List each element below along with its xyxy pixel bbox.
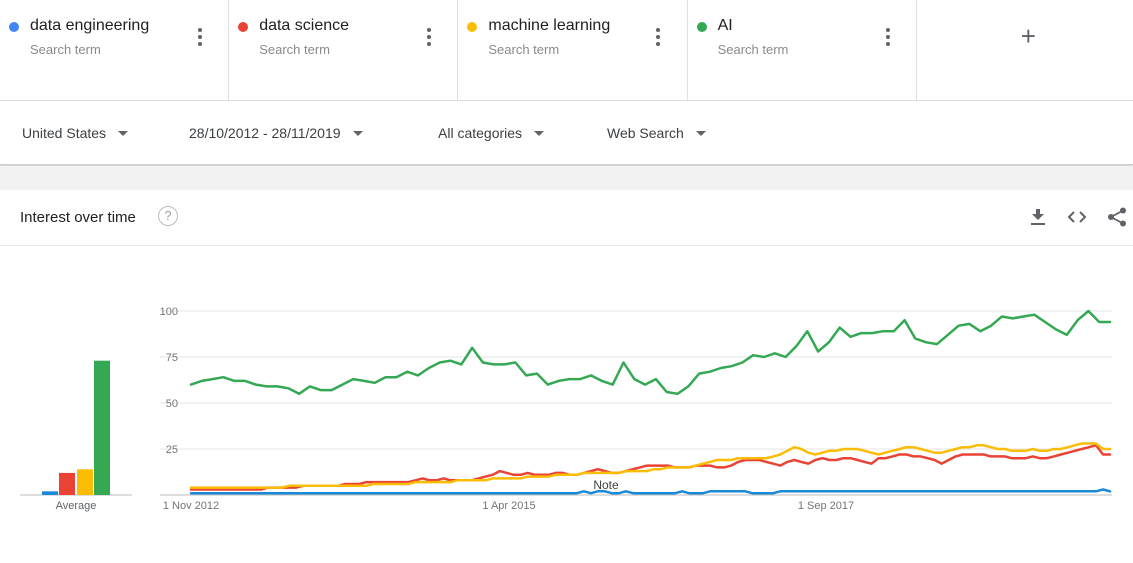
add-comparison: + — [917, 0, 1133, 100]
average-bar — [94, 360, 110, 495]
average-bars — [20, 360, 132, 496]
search-term-name: machine learning — [488, 17, 611, 34]
series-line — [189, 444, 1112, 491]
average-bar — [42, 491, 58, 495]
note-label[interactable]: Note — [593, 478, 619, 492]
more-vert-icon[interactable] — [419, 26, 439, 48]
average-bar — [59, 472, 75, 495]
search-type-label: Web Search — [607, 125, 684, 141]
search-term-subtitle: Search term — [30, 42, 101, 57]
search-term-subtitle: Search term — [717, 42, 789, 57]
search-term-ai[interactable]: AI Search term — [688, 0, 917, 100]
embed-icon[interactable] — [1066, 206, 1088, 228]
series-line — [189, 442, 1112, 489]
series-color-dot — [238, 22, 249, 32]
region-dropdown[interactable]: United States — [22, 125, 129, 141]
chart-series-lines — [189, 309, 1112, 495]
region-label: United States — [22, 125, 107, 141]
date-range-dropdown[interactable]: 28/10/2012 - 28/11/2019 — [189, 125, 363, 141]
download-icon[interactable] — [1027, 206, 1049, 228]
y-axis-ticks: 100 75 50 25 — [160, 306, 178, 456]
category-dropdown[interactable]: All categories — [438, 125, 545, 141]
x-tick-label: 1 Sep 2017 — [798, 500, 854, 512]
series-color-dot — [467, 22, 478, 32]
more-vert-icon[interactable] — [648, 26, 668, 48]
card-header: Interest over time ? — [0, 190, 1133, 246]
dropdown-arrow-icon — [118, 130, 129, 136]
series-color-dot — [9, 22, 19, 32]
more-vert-icon[interactable] — [878, 26, 898, 48]
dropdown-arrow-icon — [352, 130, 363, 136]
search-term-subtitle: Search term — [488, 42, 560, 57]
y-tick-label: 50 — [166, 398, 178, 410]
y-tick-label: 100 — [160, 306, 178, 318]
average-label: Average — [56, 500, 97, 512]
x-tick-label: 1 Nov 2012 — [163, 500, 219, 512]
section-gap — [0, 166, 1133, 190]
search-term-data-science[interactable]: data science Search term — [229, 0, 459, 100]
search-term-machine-learning[interactable]: machine learning Search term — [458, 0, 688, 100]
x-tick-label: 1 Apr 2015 — [482, 500, 535, 512]
search-term-name: data engineering — [30, 17, 150, 34]
more-vert-icon[interactable] — [190, 26, 210, 48]
interest-over-time-chart: 100 75 50 25 1 Nov 2012 1 Apr 2015 1 Sep 2017… — [20, 306, 1112, 512]
help-icon[interactable]: ? — [158, 206, 178, 226]
date-range-label: 28/10/2012 - 28/11/2019 — [189, 125, 341, 141]
search-type-dropdown[interactable]: Web Search — [607, 125, 706, 141]
y-tick-label: 75 — [166, 352, 178, 364]
search-term-data-engineering[interactable]: data engineering Search term — [0, 0, 230, 100]
share-icon[interactable] — [1106, 206, 1128, 228]
average-bar — [77, 469, 93, 495]
search-term-name: AI — [717, 17, 733, 34]
add-term-button[interactable]: + — [1020, 21, 1036, 51]
y-tick-label: 25 — [166, 444, 178, 456]
dropdown-arrow-icon — [534, 130, 545, 136]
category-label: All categories — [438, 125, 523, 141]
filter-bar: United States 28/10/2012 - 28/11/2019 Al… — [0, 101, 1133, 165]
dropdown-arrow-icon — [695, 130, 706, 136]
series-color-dot — [696, 22, 707, 32]
series-line — [189, 488, 1112, 495]
interest-over-time-card: Interest over time ? 100 75 50 25 1 Nov 201… — [0, 190, 1133, 563]
search-term-name: data science — [259, 17, 350, 34]
search-term-subtitle: Search term — [259, 42, 330, 57]
search-terms-bar: data engineering Search term data scienc… — [0, 0, 1133, 101]
x-axis-ticks: 1 Nov 2012 1 Apr 2015 1 Sep 2017 — [163, 500, 854, 512]
series-line — [189, 309, 1112, 396]
card-title: Interest over time — [20, 209, 136, 226]
